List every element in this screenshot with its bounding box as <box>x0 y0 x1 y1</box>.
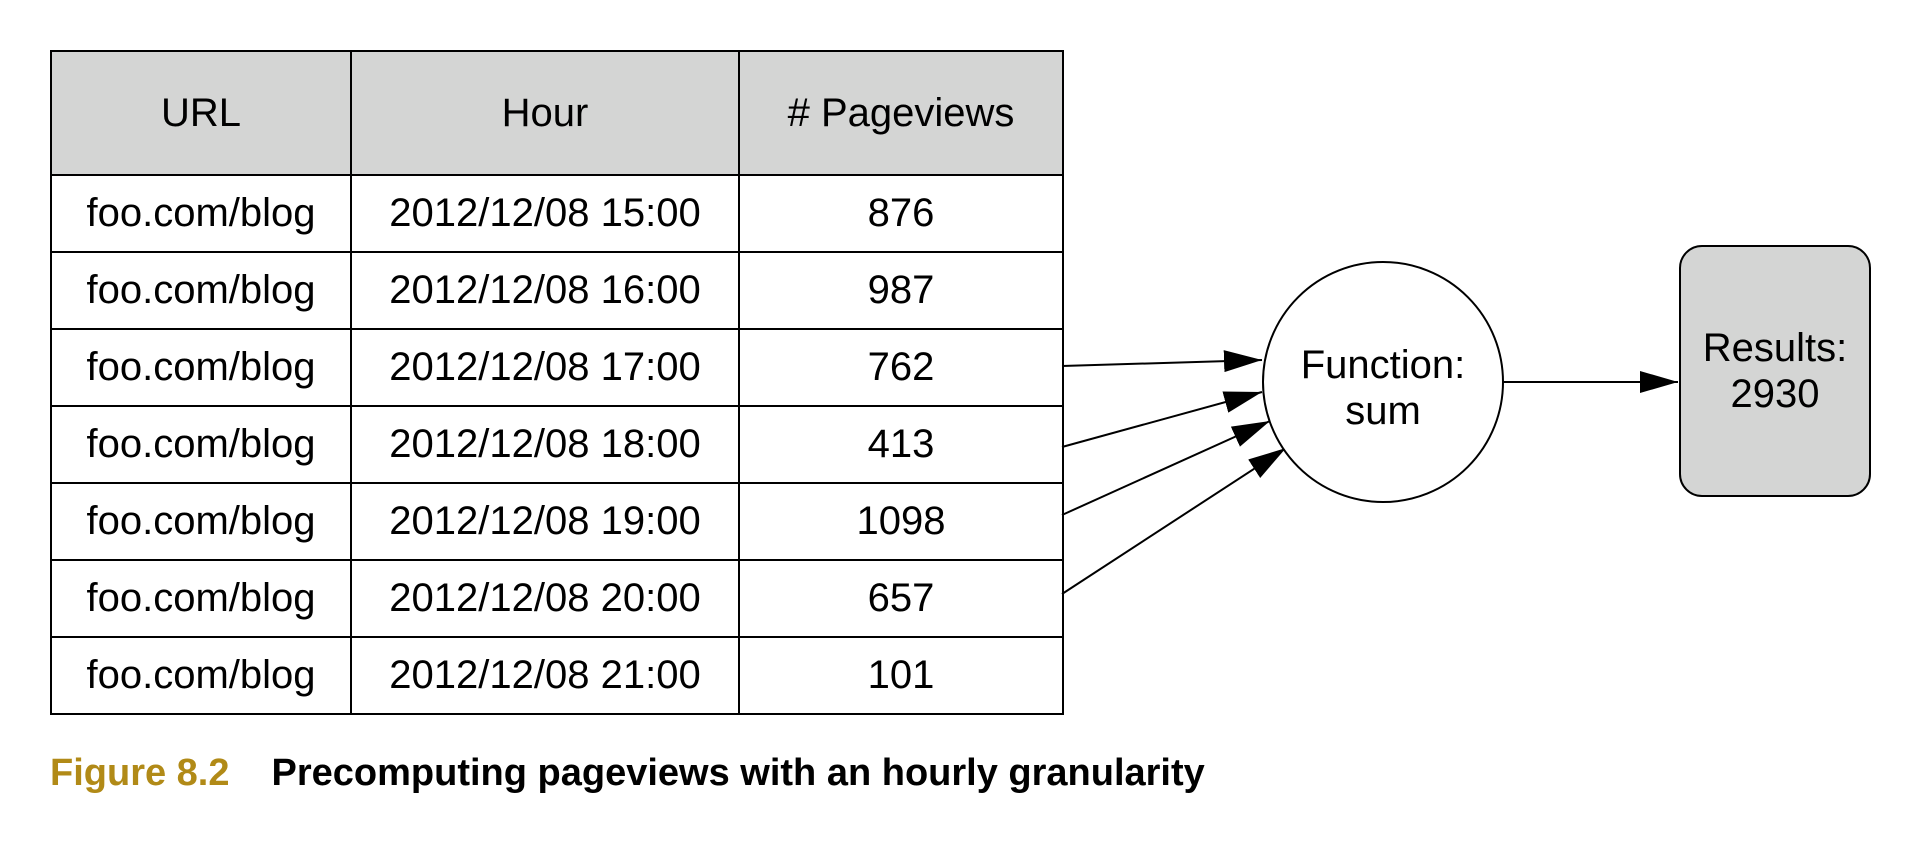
cell-pageviews: 101 <box>738 636 1064 715</box>
figure-title: Precomputing pageviews with an hourly gr… <box>271 752 1205 794</box>
cell-pageviews: 657 <box>738 559 1064 638</box>
cell-pageviews: 876 <box>738 174 1064 253</box>
column-header-hour: Hour <box>350 50 740 176</box>
table-row: foo.com/blog 2012/12/08 20:00 657 <box>50 559 1064 638</box>
cell-url: foo.com/blog <box>50 636 352 715</box>
cell-hour: 2012/12/08 20:00 <box>350 559 740 638</box>
arrow-row-18-to-function <box>1061 391 1263 448</box>
results-node-label-line1: Results: <box>1703 326 1848 370</box>
cell-url: foo.com/blog <box>50 559 352 638</box>
cell-hour: 2012/12/08 19:00 <box>350 482 740 561</box>
column-header-url: URL <box>50 50 352 176</box>
cell-url: foo.com/blog <box>50 251 352 330</box>
cell-hour: 2012/12/08 16:00 <box>350 251 740 330</box>
function-node-label-line1: Function: <box>1301 343 1466 387</box>
arrow-row-17-to-function <box>1061 350 1263 373</box>
pageviews-table: URL Hour # Pageviews foo.com/blog 2012/1… <box>50 50 1064 715</box>
cell-hour: 2012/12/08 18:00 <box>350 405 740 484</box>
column-header-pageviews: # Pageviews <box>738 50 1064 176</box>
cell-hour: 2012/12/08 21:00 <box>350 636 740 715</box>
cell-pageviews: 413 <box>738 405 1064 484</box>
results-node <box>1679 245 1871 497</box>
table-row: foo.com/blog 2012/12/08 18:00 413 <box>50 405 1064 484</box>
table-row: foo.com/blog 2012/12/08 16:00 987 <box>50 251 1064 330</box>
cell-hour: 2012/12/08 15:00 <box>350 174 740 253</box>
cell-pageviews: 987 <box>738 251 1064 330</box>
cell-pageviews: 762 <box>738 328 1064 407</box>
table-row: foo.com/blog 2012/12/08 17:00 762 <box>50 328 1064 407</box>
arrow-row-20-to-function <box>1061 447 1287 595</box>
table-row: foo.com/blog 2012/12/08 19:00 1098 <box>50 482 1064 561</box>
figure-number: Figure 8.2 <box>50 752 230 794</box>
cell-url: foo.com/blog <box>50 328 352 407</box>
cell-pageviews: 1098 <box>738 482 1064 561</box>
table-header-row: URL Hour # Pageviews <box>50 50 1064 176</box>
cell-url: foo.com/blog <box>50 174 352 253</box>
arrow-row-19-to-function <box>1061 420 1271 516</box>
results-node-label-line2: 2930 <box>1731 372 1820 416</box>
function-node-label-line2: sum <box>1345 389 1421 433</box>
figure-caption: Figure 8.2 Precomputing pageviews with an… <box>50 752 1205 795</box>
cell-url: foo.com/blog <box>50 482 352 561</box>
cell-url: foo.com/blog <box>50 405 352 484</box>
cell-hour: 2012/12/08 17:00 <box>350 328 740 407</box>
table-row: foo.com/blog 2012/12/08 15:00 876 <box>50 174 1064 253</box>
table-row: foo.com/blog 2012/12/08 21:00 101 <box>50 636 1064 715</box>
